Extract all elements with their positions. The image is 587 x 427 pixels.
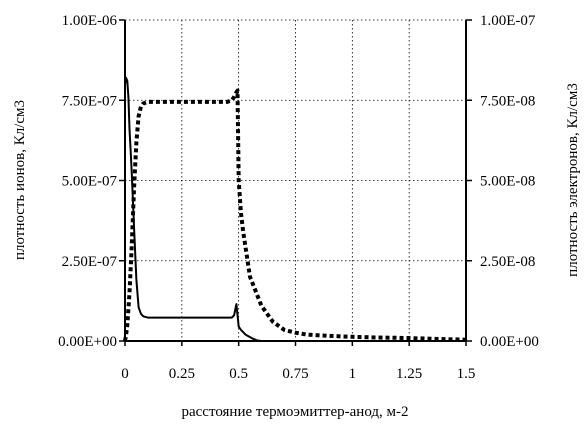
x-tick-label: 0 [121,366,129,382]
right-y-axis-title: плотность электронов, Кл/см3 [565,83,581,277]
x-tick-label: 1.5 [457,366,476,382]
ticks: 0 0.25 0.5 0.75 1 1.25 1.50.00E+002.50E-075.00… [58,13,539,382]
left-y-tick-label: 0.00E+00 [58,334,117,350]
x-tick-label: 1.25 [396,366,422,382]
left-y-axis-title: плотность ионов, Кл/см3 [12,100,28,260]
right-y-tick-label: 2.50E-08 [480,254,535,270]
right-y-tick-label: 7.50E-08 [480,93,535,109]
x-tick-label: 0.25 [169,366,195,382]
right-y-tick-label: 5.00E-08 [480,174,535,190]
left-y-tick-label: 7.50E-07 [62,93,118,109]
right-y-tick-label: 1.00E-07 [480,13,536,29]
left-y-tick-label: 1.00E-06 [62,13,118,29]
x-axis-title: расстояние термоэмиттер-анод, м-2 [181,404,408,420]
right-y-tick-label: 0.00E+00 [480,334,539,350]
grid [125,19,467,341]
x-tick-label: 0.5 [229,366,248,382]
x-tick-label: 0.75 [282,366,308,382]
left-y-tick-label: 5.00E-07 [62,174,118,190]
left-y-tick-label: 2.50E-07 [62,254,118,270]
x-tick-label: 1 [349,366,357,382]
axes [119,19,472,346]
series-electron-density-line [123,88,467,342]
